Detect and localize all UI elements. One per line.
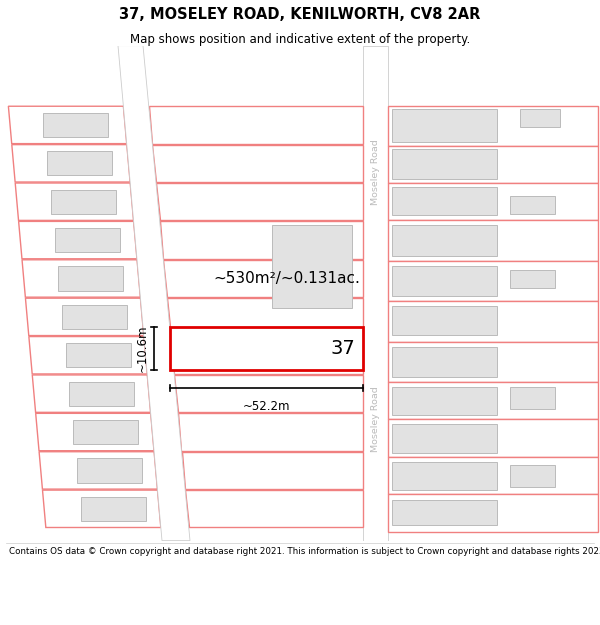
Polygon shape — [39, 452, 157, 489]
Bar — [388, 457, 598, 494]
Polygon shape — [152, 144, 363, 182]
Text: Map shows position and indicative extent of the property.: Map shows position and indicative extent… — [130, 33, 470, 46]
Bar — [43, 112, 109, 137]
Bar — [388, 382, 598, 419]
Bar — [392, 424, 497, 452]
Bar — [80, 497, 146, 521]
Polygon shape — [12, 144, 130, 182]
Text: ~52.2m: ~52.2m — [242, 400, 290, 413]
Bar — [51, 189, 116, 214]
Polygon shape — [8, 106, 127, 144]
Bar — [388, 494, 598, 531]
Polygon shape — [19, 221, 137, 259]
Bar — [388, 419, 598, 457]
Bar — [388, 301, 598, 342]
Polygon shape — [160, 221, 363, 259]
Bar — [77, 458, 142, 482]
Bar — [392, 266, 497, 296]
Bar — [388, 342, 598, 382]
Polygon shape — [167, 298, 363, 336]
Bar — [70, 381, 134, 406]
Bar — [392, 187, 497, 216]
Polygon shape — [118, 46, 190, 541]
Bar — [392, 347, 497, 377]
Polygon shape — [149, 106, 363, 144]
Bar — [392, 226, 497, 256]
Polygon shape — [32, 375, 151, 413]
Bar — [47, 151, 112, 176]
Bar — [73, 420, 138, 444]
Bar — [392, 306, 497, 334]
Polygon shape — [185, 490, 363, 528]
Bar — [392, 149, 497, 179]
Polygon shape — [163, 260, 363, 297]
Polygon shape — [35, 413, 154, 451]
Text: 37: 37 — [330, 339, 355, 358]
Bar — [388, 221, 598, 261]
Bar — [388, 106, 598, 146]
Bar — [272, 226, 352, 308]
Bar — [388, 261, 598, 301]
Bar — [510, 270, 555, 288]
Text: Contains OS data © Crown copyright and database right 2021. This information is : Contains OS data © Crown copyright and d… — [9, 546, 600, 556]
Bar — [363, 46, 388, 541]
Polygon shape — [15, 183, 134, 221]
Bar — [65, 343, 131, 367]
Bar — [388, 146, 598, 183]
Bar — [170, 328, 363, 370]
Text: ~10.6m: ~10.6m — [136, 325, 149, 372]
Polygon shape — [178, 413, 363, 451]
Bar — [510, 465, 555, 487]
Polygon shape — [43, 490, 161, 528]
Bar — [55, 228, 119, 253]
Polygon shape — [174, 375, 363, 413]
Bar — [392, 387, 497, 416]
Bar — [510, 387, 555, 409]
Polygon shape — [22, 260, 140, 297]
Bar — [388, 183, 598, 221]
Text: ~530m²/~0.131ac.: ~530m²/~0.131ac. — [213, 271, 360, 286]
Polygon shape — [182, 452, 363, 489]
Polygon shape — [25, 298, 144, 336]
Bar — [58, 266, 123, 291]
Bar — [510, 196, 555, 214]
Text: 37, MOSELEY ROAD, KENILWORTH, CV8 2AR: 37, MOSELEY ROAD, KENILWORTH, CV8 2AR — [119, 7, 481, 22]
Bar — [62, 305, 127, 329]
Polygon shape — [170, 337, 363, 374]
Polygon shape — [29, 337, 147, 374]
Bar — [392, 109, 497, 142]
Bar — [520, 109, 560, 128]
Bar — [392, 462, 497, 490]
Bar — [392, 500, 497, 526]
Text: Moseley Road: Moseley Road — [371, 139, 380, 205]
Polygon shape — [156, 183, 363, 221]
Text: Moseley Road: Moseley Road — [371, 386, 380, 452]
